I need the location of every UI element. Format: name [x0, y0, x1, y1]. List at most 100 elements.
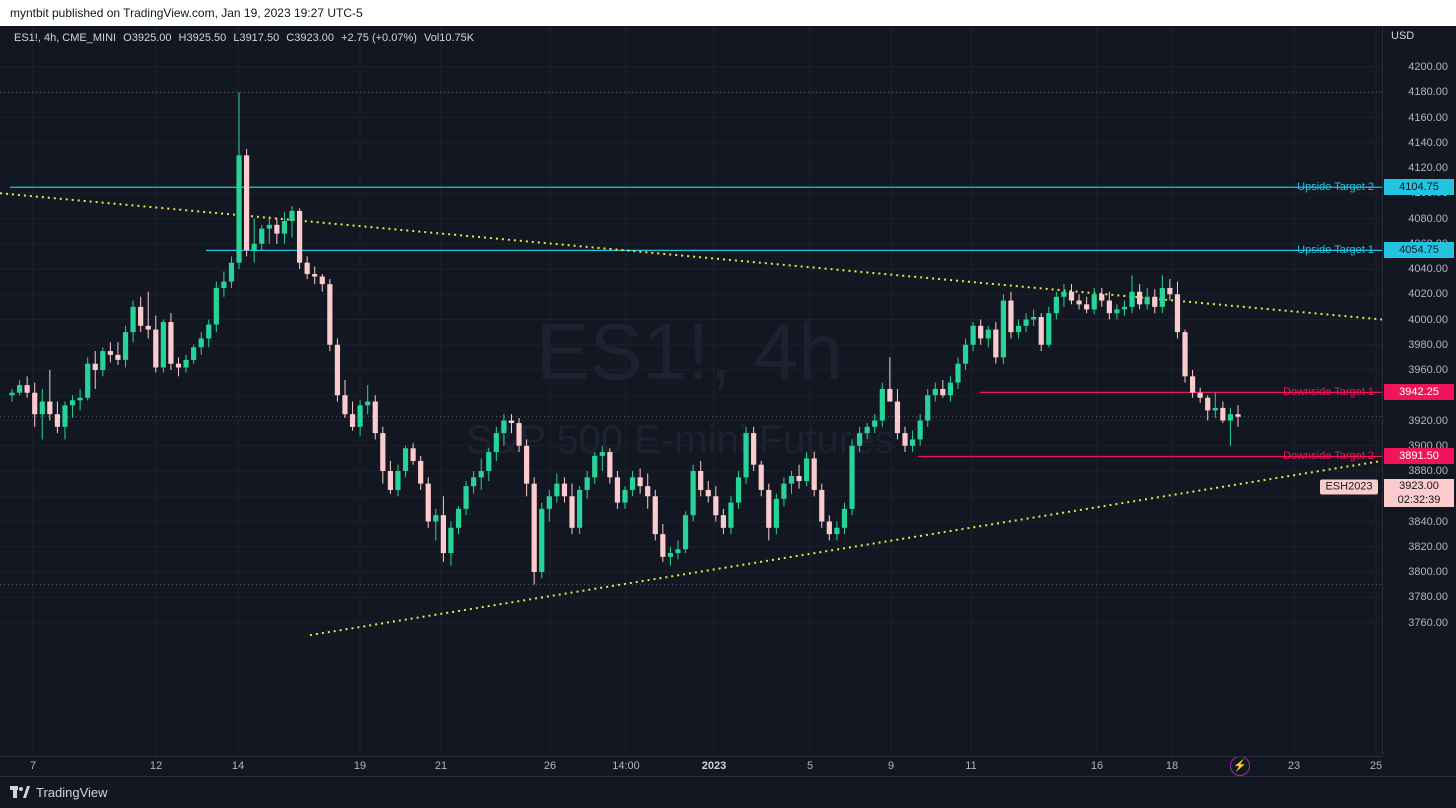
candle-body	[395, 471, 401, 490]
time-tick-label: 26	[543, 760, 557, 772]
candle-body	[296, 210, 303, 263]
trendline-lower	[309, 459, 1382, 637]
target-level-label: Upside Target 1	[1297, 244, 1374, 257]
time-axis[interactable]: 7 12 14 19 21 26 14:00 2023 5 9 11 16 18 23 25	[0, 756, 1382, 776]
price-tick-label: 4140.00	[1408, 136, 1448, 149]
candle-body	[1099, 294, 1105, 301]
brand-name: TradingView	[36, 785, 108, 800]
candle-body	[1152, 296, 1158, 307]
candle-body	[107, 351, 113, 355]
candle-body	[1023, 319, 1029, 326]
candle-body	[168, 322, 174, 364]
candle-body	[796, 476, 802, 482]
candle-body	[629, 477, 636, 490]
candle-body	[100, 351, 106, 370]
time-tick-label: 19	[353, 760, 367, 772]
candle-body	[85, 363, 91, 398]
current-price-tag: 3923.00 02:32:39	[1384, 479, 1454, 507]
contract-label: ESH2023	[1320, 479, 1378, 495]
candle-body	[365, 401, 371, 406]
time-tick-label: 16	[1090, 760, 1104, 772]
target-level-label: Downside Target 2	[1283, 450, 1374, 463]
candle-body	[607, 452, 613, 478]
target-level-price-tag: 3942.25	[1384, 384, 1454, 401]
candle-body	[561, 483, 568, 497]
candle-body	[1068, 291, 1075, 301]
footer-bar: TradingView	[0, 776, 1456, 808]
price-tick-label: 4020.00	[1408, 288, 1448, 301]
candle-body	[1189, 376, 1196, 393]
candle-body	[221, 281, 227, 288]
candle-body	[857, 433, 863, 446]
candle-body	[539, 508, 545, 572]
candle-body	[54, 414, 61, 427]
candle-body	[1084, 304, 1090, 310]
candle-body	[433, 515, 439, 522]
currency-label[interactable]: USD	[1391, 30, 1415, 42]
candle-body	[705, 489, 711, 497]
candle-body	[614, 477, 621, 503]
time-tick-label: 7	[29, 760, 37, 772]
price-tick-label: 3980.00	[1408, 338, 1448, 351]
candle-body	[841, 508, 848, 528]
candle-body	[917, 420, 923, 440]
time-tick-label: 25	[1369, 760, 1383, 772]
chart-plot-area[interactable]: ES1!, 4h S&P 500 E-mini Futures ES1!, 4h…	[0, 26, 1382, 776]
candle-body	[766, 489, 772, 528]
candle-body	[115, 354, 121, 360]
price-tick-label: 4180.00	[1408, 86, 1448, 99]
candle-body	[266, 224, 272, 229]
candle-body	[478, 471, 484, 478]
candle-body	[1015, 325, 1022, 333]
candle-body	[834, 527, 840, 535]
time-tick-label: 12	[149, 760, 163, 772]
candle-body	[508, 420, 515, 424]
ohlc-legend: ES1!, 4h, CME_MINI O3925.00 H3925.50 L39…	[14, 32, 478, 44]
time-tick-label: 18	[1165, 760, 1179, 772]
price-tick-label: 4200.00	[1408, 61, 1448, 73]
candle-body	[206, 324, 212, 339]
candle-body	[713, 496, 719, 516]
target-level-label: Downside Target 1	[1283, 386, 1374, 399]
candle-body	[130, 306, 136, 333]
price-tick-label: 4080.00	[1408, 212, 1448, 225]
candle-body	[804, 458, 810, 482]
candle-body	[1076, 300, 1082, 305]
candle-body	[471, 477, 477, 487]
candle-body	[1106, 300, 1112, 314]
candle-body	[342, 395, 348, 415]
candle-body	[1205, 397, 1211, 411]
candle-body	[1053, 296, 1059, 314]
candle-body	[970, 325, 976, 345]
candle-body	[524, 445, 530, 484]
candle-body	[773, 498, 779, 528]
candle-body	[902, 433, 908, 446]
candle-body	[1212, 407, 1218, 411]
candle-body	[334, 344, 341, 396]
target-level-price-tag: 3891.50	[1384, 448, 1454, 465]
candle-body	[493, 433, 499, 453]
candle-body	[198, 338, 204, 348]
time-tick-label: 14	[231, 760, 245, 772]
trendline-upper	[0, 192, 1382, 321]
candle-body	[546, 496, 552, 509]
legend-volume: Vol10.75K	[423, 32, 475, 44]
price-chart[interactable]	[0, 26, 1382, 756]
candle-body	[682, 515, 689, 550]
candle-body	[1159, 287, 1165, 307]
tradingview-logo[interactable]: TradingView	[10, 785, 108, 800]
price-tick-label: 3920.00	[1408, 414, 1448, 427]
watermark-description: S&P 500 E-mini Futures	[466, 418, 895, 462]
candle-body	[1227, 414, 1234, 421]
candle-body	[1174, 294, 1181, 333]
candle-body	[440, 515, 446, 554]
legend-low: L3917.50	[233, 32, 280, 44]
candle-body	[319, 276, 325, 285]
legend-symbol[interactable]: ES1!, 4h, CME_MINI	[14, 32, 117, 44]
candle-body	[1091, 294, 1097, 310]
candle-body	[183, 359, 189, 368]
candle-body	[872, 420, 878, 427]
candle-body	[925, 395, 931, 421]
candle-body	[516, 423, 522, 446]
watermark-symbol: ES1!, 4h	[536, 307, 843, 396]
